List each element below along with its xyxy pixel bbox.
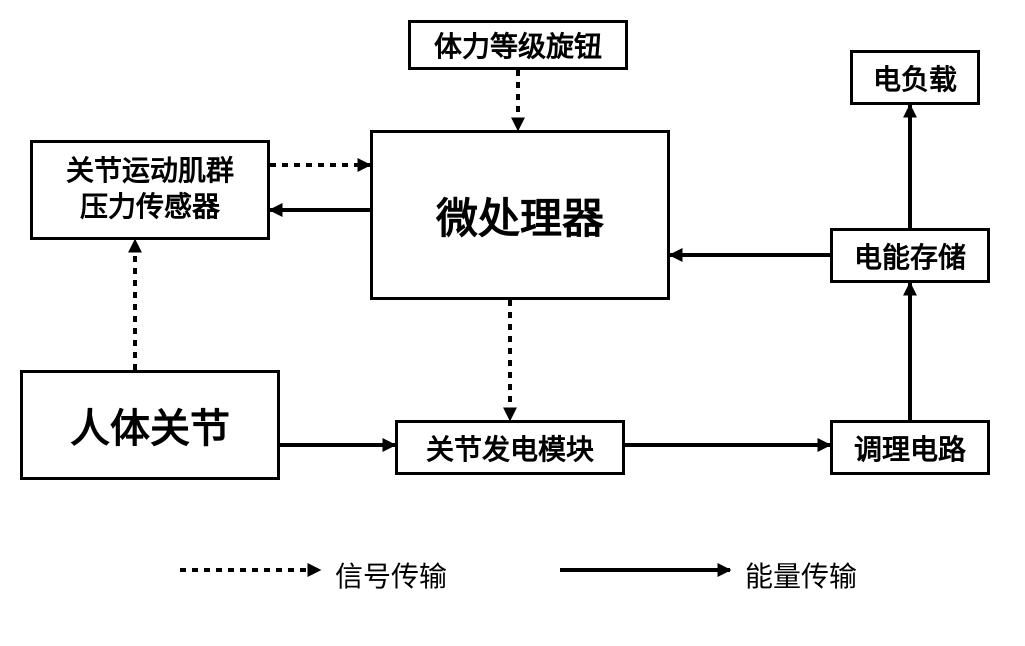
node-cond: 调理电路 bbox=[830, 420, 990, 475]
node-cond-label: 调理电路 bbox=[854, 428, 966, 468]
node-load-label: 电负载 bbox=[873, 58, 957, 98]
node-knob-label: 体力等级旋钮 bbox=[434, 25, 602, 65]
node-knob: 体力等级旋钮 bbox=[408, 20, 628, 70]
node-sensor-label: 关节运动肌群 压力传感器 bbox=[66, 154, 234, 227]
node-genmod-label: 关节发电模块 bbox=[426, 428, 594, 468]
node-mcu: 微处理器 bbox=[370, 130, 670, 300]
node-sensor: 关节运动肌群 压力传感器 bbox=[30, 140, 270, 240]
node-genmod: 关节发电模块 bbox=[395, 420, 625, 475]
diagram-canvas: 体力等级旋钮 关节运动肌群 压力传感器 微处理器 电负载 电能存储 人体关节 关… bbox=[0, 0, 1025, 646]
node-joint-label: 人体关节 bbox=[70, 396, 230, 454]
node-mcu-label: 微处理器 bbox=[436, 185, 604, 246]
node-storage-label: 电能存储 bbox=[854, 236, 966, 276]
legend-signal-label: 信号传输 bbox=[335, 555, 447, 595]
legend-energy-label: 能量传输 bbox=[745, 555, 857, 595]
node-storage: 电能存储 bbox=[830, 228, 990, 283]
node-load: 电负载 bbox=[850, 50, 980, 105]
node-joint: 人体关节 bbox=[20, 370, 280, 480]
